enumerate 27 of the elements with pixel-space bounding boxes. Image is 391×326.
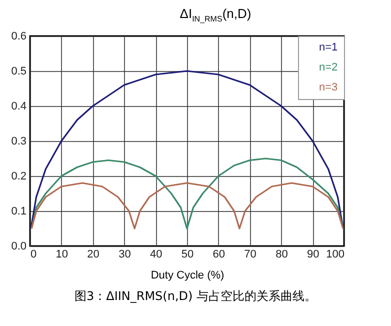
y-tick-label: 0.5: [11, 66, 26, 78]
caption: 图3：ΔIIN_RMS(n,D) 与占空比的关系曲线。: [73, 288, 318, 305]
x-tick-label: 100: [326, 248, 344, 260]
chart-title: ΔI$_{IN_RMS}$(n,D): [178, 5, 252, 26]
line-series: [30, 158, 344, 230]
y-tick-label: 0.3: [11, 136, 26, 148]
x-tick-label: 0: [30, 248, 37, 260]
x-axis-title: Duty Cycle (%): [150, 270, 224, 282]
y-tick-label: 0.6: [11, 30, 26, 42]
x-tick-label: 60: [212, 248, 226, 260]
x-tick-label: 50: [181, 248, 194, 260]
x-tick-label: 20: [87, 248, 100, 260]
x-tick-label: 80: [276, 248, 288, 260]
y-tick-label: 0.2: [11, 170, 26, 182]
y-tick-label: 0.0: [11, 240, 26, 252]
y-tick-label: 0.4: [11, 100, 26, 112]
text: n=2: [319, 62, 338, 74]
line-series: [30, 70, 344, 230]
x-tick-label: 70: [244, 248, 256, 260]
x-tick-label: 10: [56, 248, 68, 260]
x-tick-label: 40: [150, 248, 162, 260]
text: n=3: [319, 82, 338, 94]
y-tick-label: 0.1: [11, 206, 26, 218]
x-tick-label: 90: [306, 248, 320, 260]
x-tick-label: 30: [118, 248, 131, 260]
text: n=1: [319, 42, 338, 54]
line-series: [30, 182, 344, 230]
